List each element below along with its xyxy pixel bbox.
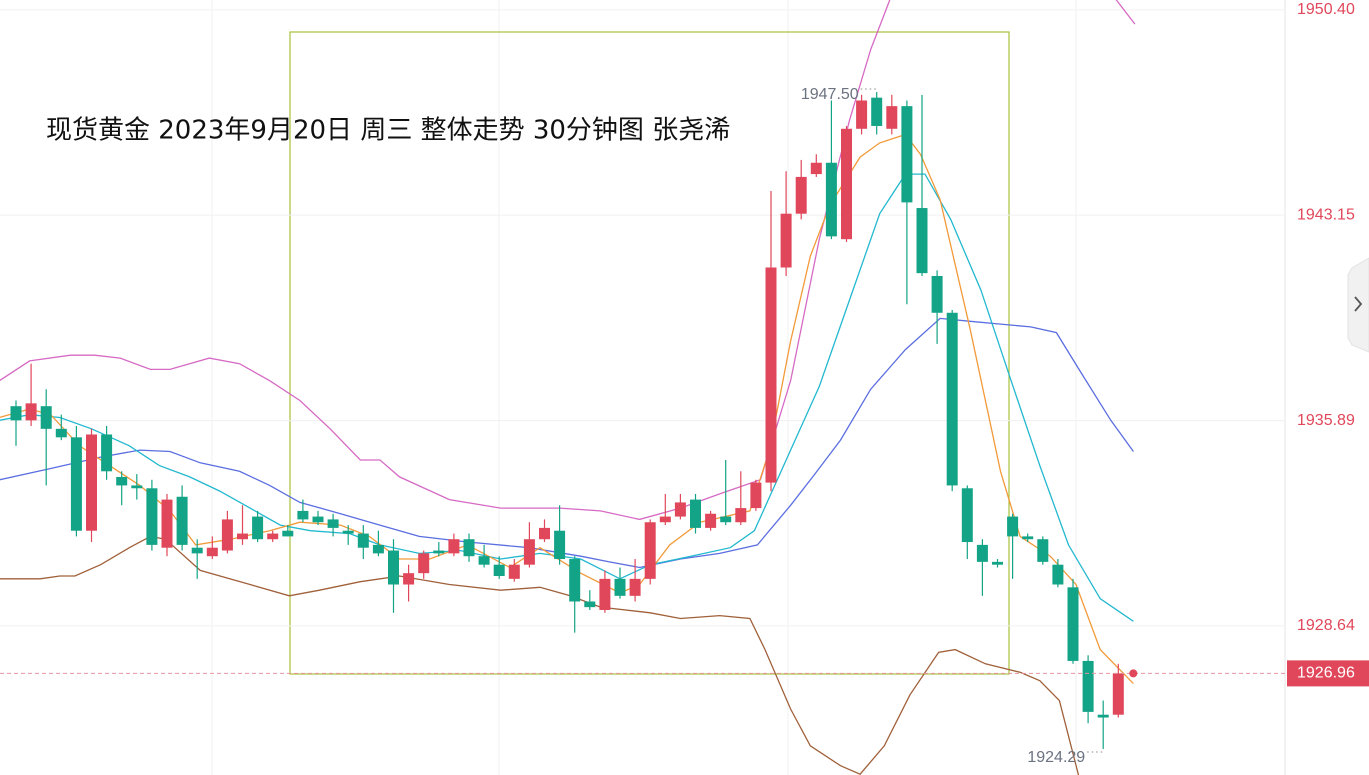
candle-body	[961, 488, 973, 543]
highlight-box	[289, 31, 1010, 675]
candle-body	[55, 428, 67, 438]
candle-body	[1052, 564, 1064, 585]
candle-body	[357, 533, 369, 548]
candle-body	[539, 527, 550, 540]
candle-body	[841, 128, 852, 240]
candle-body	[810, 162, 822, 175]
candle-body	[1097, 714, 1109, 718]
indicator-line	[0, 133, 1134, 685]
last-price-box	[1287, 660, 1369, 687]
candle-body	[70, 437, 82, 531]
candle-body	[629, 578, 641, 596]
y-tick-label: 1928.64	[1297, 617, 1355, 634]
candle-body	[146, 488, 158, 545]
candle-body	[25, 403, 37, 421]
y-tick-label: 1950.40	[1297, 1, 1355, 18]
candle-body	[161, 499, 173, 548]
indicator-line	[0, 0, 1136, 521]
candle-body	[40, 406, 52, 429]
candle-body	[1022, 536, 1034, 540]
candle-body	[674, 502, 686, 517]
candle-body	[946, 312, 958, 486]
candle-body	[508, 564, 520, 579]
candle-body	[1007, 516, 1019, 537]
candle-body	[1112, 673, 1124, 715]
candle-body	[372, 544, 384, 554]
annotation-label: 1924.29	[1027, 749, 1085, 766]
candle-body	[992, 561, 1003, 565]
candle-body	[86, 434, 97, 531]
y-tick-label: 1943.15	[1297, 206, 1355, 223]
candle-body	[644, 522, 656, 579]
last-price-dot	[1129, 669, 1138, 678]
candle-body	[780, 213, 792, 268]
candle-body	[478, 556, 490, 565]
candle-body	[825, 162, 837, 237]
candle-body	[886, 106, 898, 129]
candle-body	[388, 550, 399, 585]
candle-body	[10, 406, 22, 421]
candle-body	[750, 482, 762, 509]
candle-body	[131, 485, 143, 489]
annotation-label: 1947.50	[801, 86, 859, 103]
candle-body	[237, 533, 248, 540]
candle-body	[206, 547, 218, 557]
y-tick-label: 1935.89	[1297, 412, 1355, 429]
candle-body	[327, 519, 339, 528]
candle-body	[871, 97, 883, 126]
candle-body	[599, 578, 611, 610]
candle-body	[448, 539, 460, 554]
candle-body	[342, 530, 354, 534]
candle-body	[554, 530, 566, 560]
candle-body	[584, 601, 596, 608]
chart-title: 现货黄金 2023年9月20日 周三 整体走势 30分钟图 张尧浠	[46, 116, 730, 146]
candle-body	[735, 508, 747, 523]
candle-body	[659, 516, 671, 523]
candle-body	[463, 539, 475, 557]
candle-body	[403, 573, 415, 585]
candle-body	[569, 559, 581, 602]
candle-body	[297, 510, 309, 520]
candle-body	[856, 100, 868, 129]
candle-body	[221, 519, 233, 551]
candle-body	[312, 516, 324, 523]
side-tab[interactable]	[1347, 257, 1369, 353]
candle-body	[116, 476, 128, 486]
candle-body	[690, 499, 701, 528]
candle-body	[1067, 587, 1079, 661]
candle-body	[176, 496, 188, 545]
candle-body	[191, 547, 203, 554]
candle-body	[1082, 660, 1094, 712]
candle-body	[720, 516, 732, 523]
candle-body	[267, 533, 279, 540]
candle-body	[493, 564, 505, 577]
candle-body	[523, 539, 535, 565]
candle-body	[282, 530, 294, 537]
candle-body	[765, 267, 777, 483]
candle-body	[1037, 539, 1049, 562]
indicator-line	[0, 535, 1080, 775]
candle-body	[901, 106, 913, 203]
side-tab-arrow	[1354, 296, 1363, 312]
candle-body	[705, 513, 717, 528]
candle-body	[976, 544, 988, 562]
candle-body	[931, 275, 943, 313]
candle-body	[795, 176, 807, 214]
candle-body	[101, 434, 113, 472]
candle-body	[433, 550, 445, 554]
last-price-label: 1926.96	[1297, 665, 1355, 682]
candle-body	[916, 208, 928, 274]
candle-body	[418, 553, 430, 574]
indicator-line	[0, 173, 1134, 622]
indicator-line	[0, 317, 1134, 569]
candle-body	[614, 578, 626, 596]
candle-body	[252, 516, 264, 540]
